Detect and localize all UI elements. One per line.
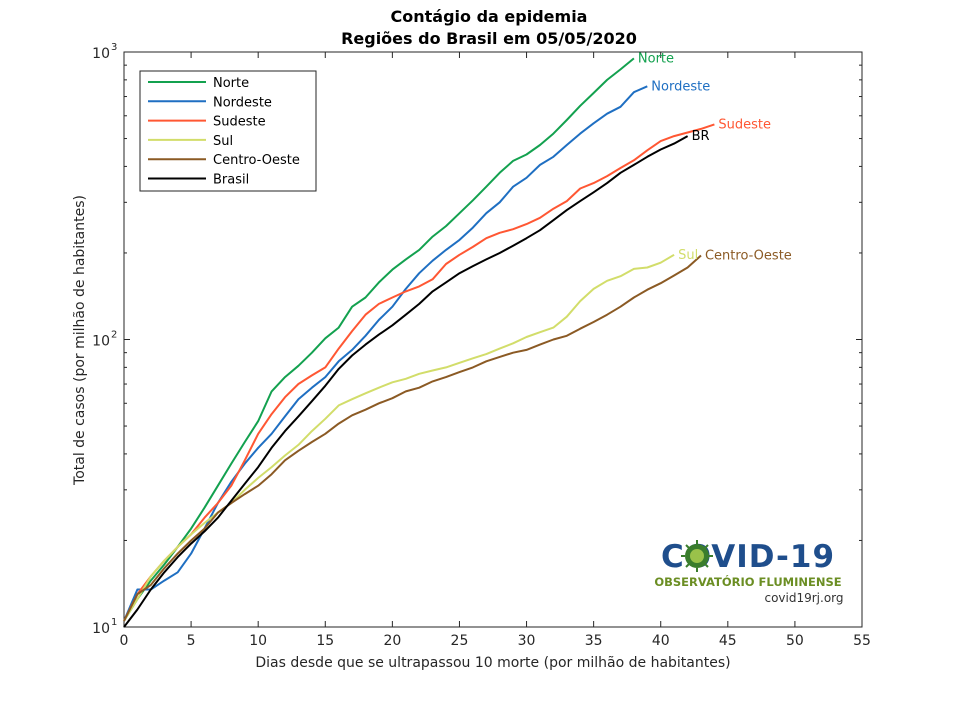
chart-title: Contágio da epidemia: [391, 7, 588, 26]
end-label-sudeste: Sudeste: [718, 117, 771, 132]
x-tick-label: 40: [652, 633, 670, 649]
legend-label: Centro-Oeste: [213, 153, 300, 168]
y-tick-label: 10: [92, 621, 110, 637]
legend-label: Brasil: [213, 173, 249, 188]
legend: Norte Nordeste Sudeste Sul Centro-Oeste Brasi…: [139, 70, 317, 192]
end-label-nordeste: Nordeste: [651, 79, 710, 94]
x-tick-label: 55: [853, 633, 871, 649]
x-tick-label: 50: [786, 633, 804, 649]
legend-label: Sudeste: [213, 115, 266, 130]
logo: COVID-19 OBSERVATÓRIO FLUMINENSE covid19…: [654, 539, 843, 605]
end-label-sul: Sul: [678, 248, 698, 263]
series-lines: [123, 57, 715, 628]
x-axis-label: Dias desde que se ultrapassou 10 morte (…: [255, 655, 730, 671]
series-line-sudeste: [123, 123, 715, 622]
x-axis: 0 5 10 15 20 25 30 35 40 45 50 55: [120, 52, 871, 649]
legend-label: Nordeste: [213, 95, 272, 110]
y-tick-label: 10: [92, 334, 110, 350]
x-tick-label: 15: [316, 633, 334, 649]
series-line-brasil: [123, 135, 689, 628]
x-tick-label: 35: [585, 633, 603, 649]
y-tick-exponent: 1: [111, 617, 117, 628]
series-line-centro-oeste: [123, 254, 702, 622]
x-tick-label: 45: [719, 633, 737, 649]
x-tick-label: 10: [249, 633, 267, 649]
x-tick-label: 25: [451, 633, 469, 649]
logo-subtitle: OBSERVATÓRIO FLUMINENSE: [654, 574, 841, 589]
series-end-labels: Norte Nordeste Sudeste Sul Centro-Oeste BR: [638, 51, 792, 263]
x-tick-label: 5: [187, 633, 196, 649]
series-line-nordeste: [123, 85, 648, 622]
end-label-norte: Norte: [638, 51, 674, 66]
x-tick-label: 20: [383, 633, 401, 649]
x-tick-label: 30: [518, 633, 536, 649]
x-tick-label: 0: [120, 633, 129, 649]
legend-box: [139, 70, 317, 192]
end-label-centro-oeste: Centro-Oeste: [705, 248, 792, 263]
y-tick-exponent: 3: [111, 42, 117, 53]
series-line-norte: [123, 57, 635, 622]
legend-label: Sul: [213, 134, 233, 149]
y-axis-label: Total de casos (por milhão de habitantes…: [72, 195, 88, 486]
y-tick-exponent: 2: [111, 330, 117, 341]
virus-icon: [681, 540, 713, 572]
y-tick-label: 10: [92, 46, 110, 62]
logo-url: covid19rj.org: [764, 591, 843, 605]
end-label-brasil: BR: [692, 129, 710, 144]
chart-subtitle: Regiões do Brasil em 05/05/2020: [341, 29, 637, 48]
legend-label: Norte: [213, 76, 249, 91]
